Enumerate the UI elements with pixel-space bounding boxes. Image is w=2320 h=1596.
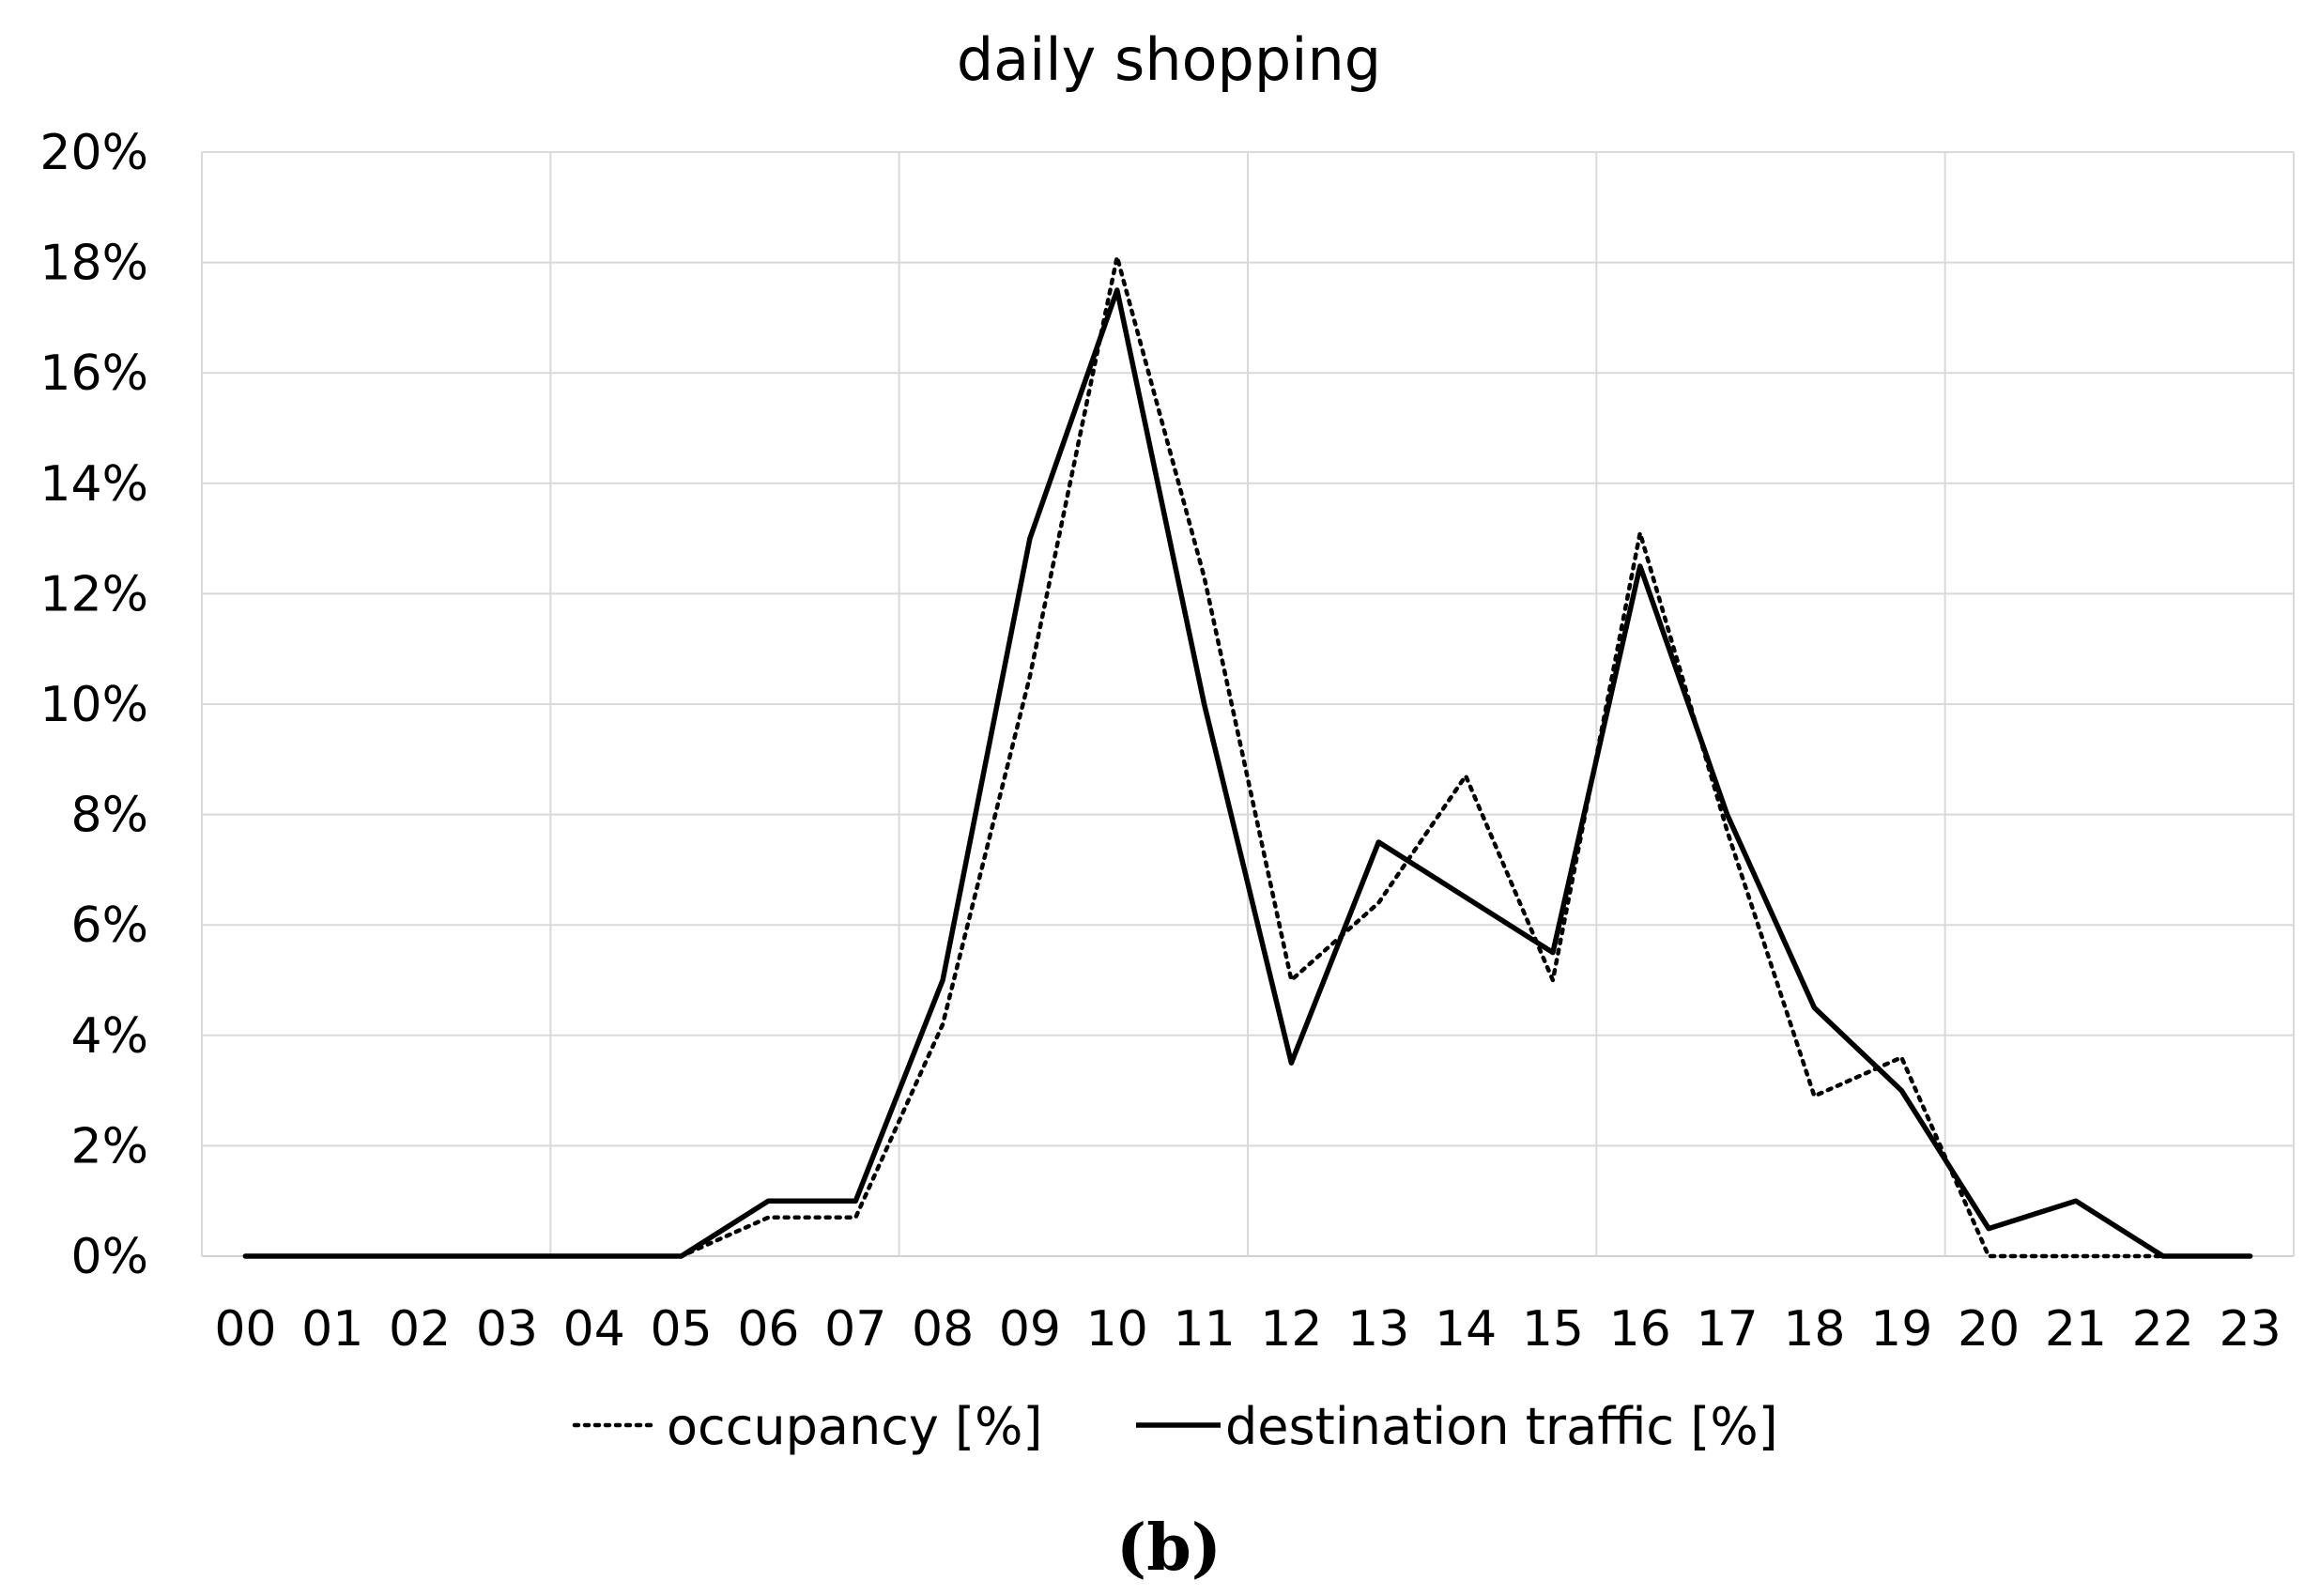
x-tick-label: 15 bbox=[1522, 1301, 1584, 1358]
x-tick-label: 18 bbox=[1783, 1301, 1845, 1358]
x-tick-label: 11 bbox=[1173, 1301, 1235, 1358]
x-tick-label: 19 bbox=[1870, 1301, 1932, 1358]
legend-label-0: occupancy [%] bbox=[667, 1397, 1043, 1456]
x-tick-label: 01 bbox=[301, 1301, 363, 1358]
y-tick-label: 4% bbox=[71, 1008, 149, 1065]
x-tick-label: 23 bbox=[2219, 1301, 2281, 1358]
y-axis-tick-labels: 0% 2% 4% 6% 8% 10% 12% 14% 16% 18% 20% bbox=[39, 125, 148, 1285]
y-tick-label: 8% bbox=[71, 788, 149, 844]
x-tick-label: 16 bbox=[1609, 1301, 1671, 1358]
figure-caption: (b) bbox=[1116, 1511, 1221, 1586]
y-tick-label: 12% bbox=[39, 566, 148, 622]
y-tick-label: 10% bbox=[39, 677, 148, 733]
x-tick-label: 21 bbox=[2045, 1301, 2107, 1358]
x-tick-label: 02 bbox=[389, 1301, 451, 1358]
y-tick-label: 18% bbox=[39, 236, 148, 292]
chart-title: daily shopping bbox=[957, 25, 1381, 94]
x-tick-label: 10 bbox=[1086, 1301, 1148, 1358]
series-line-1 bbox=[242, 287, 2253, 1259]
x-tick-label: 22 bbox=[2132, 1301, 2194, 1358]
x-tick-label: 14 bbox=[1435, 1301, 1497, 1358]
x-tick-label: 09 bbox=[999, 1301, 1061, 1358]
x-tick-label: 13 bbox=[1347, 1301, 1409, 1358]
x-tick-label: 17 bbox=[1696, 1301, 1758, 1358]
x-tick-label: 08 bbox=[912, 1301, 974, 1358]
x-axis-tick-labels: 00 01 02 03 04 05 06 07 08 09 10 11 12 13 14 15 16 17 18 19… bbox=[214, 1301, 2281, 1358]
x-tick-label: 20 bbox=[1958, 1301, 2020, 1358]
x-tick-label: 04 bbox=[563, 1301, 625, 1358]
legend: occupancy [%] destination traffic [%] bbox=[572, 1397, 1778, 1456]
x-tick-label: 06 bbox=[737, 1301, 799, 1358]
x-tick-label: 07 bbox=[824, 1301, 886, 1358]
y-tick-label: 14% bbox=[39, 456, 148, 513]
series-lines bbox=[242, 254, 2253, 1259]
y-tick-label: 2% bbox=[71, 1118, 149, 1174]
y-tick-label: 20% bbox=[39, 125, 148, 181]
y-tick-label: 6% bbox=[71, 898, 149, 954]
x-tick-label: 00 bbox=[214, 1301, 276, 1358]
y-tick-label: 0% bbox=[71, 1229, 149, 1285]
x-tick-label: 05 bbox=[650, 1301, 712, 1358]
x-tick-label: 12 bbox=[1260, 1301, 1322, 1358]
y-tick-label: 16% bbox=[39, 345, 148, 402]
legend-label-1: destination traffic [%] bbox=[1225, 1397, 1778, 1456]
x-tick-label: 03 bbox=[476, 1301, 538, 1358]
grid-lines bbox=[201, 151, 2295, 1257]
